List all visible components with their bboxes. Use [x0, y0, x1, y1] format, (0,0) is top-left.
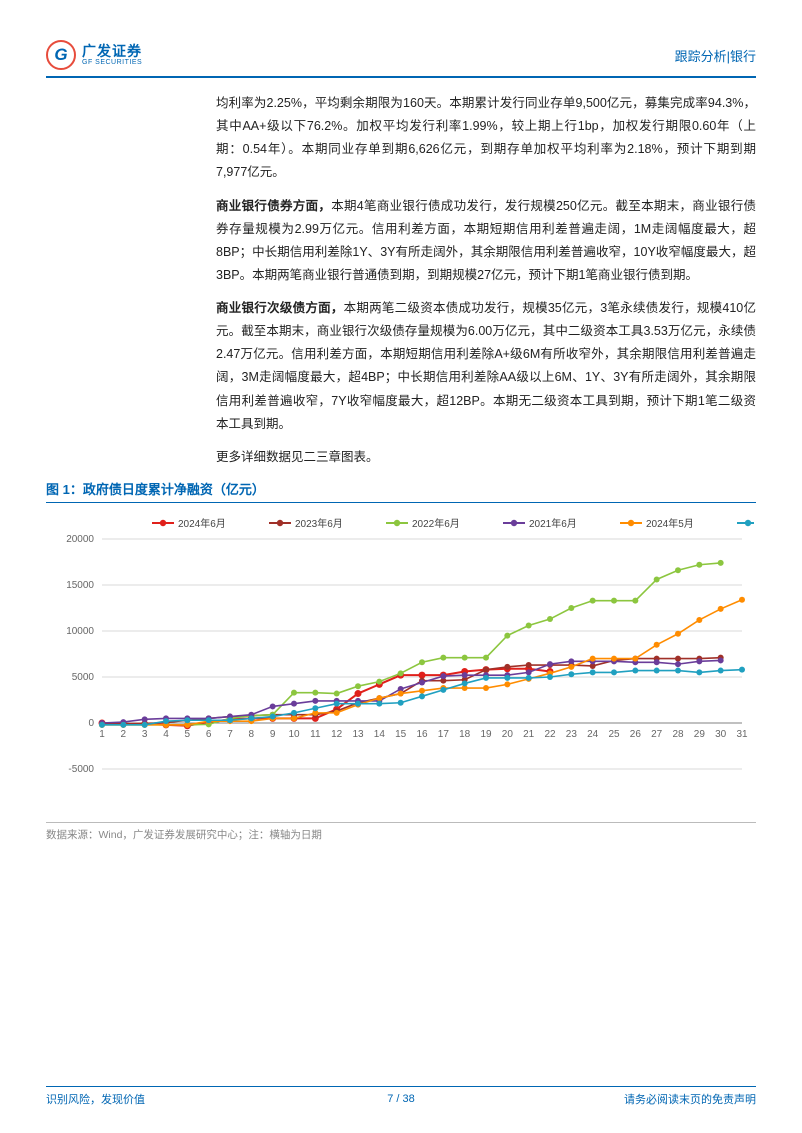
figure-title: 图 1：政府债日度累计净融资（亿元）	[46, 479, 756, 503]
svg-text:13: 13	[352, 729, 364, 740]
logo-cn: 广发证券	[82, 44, 142, 59]
svg-text:3: 3	[142, 729, 148, 740]
svg-text:11: 11	[310, 729, 321, 740]
svg-text:14: 14	[374, 729, 386, 740]
body-text: 均利率为2.25%，平均剩余期限为160天。本期累计发行同业存单9,500亿元，…	[216, 92, 756, 469]
svg-text:25: 25	[608, 729, 620, 740]
page-header: G 广发证券 GF SECURITIES 跟踪分析|银行	[46, 40, 756, 78]
svg-text:18: 18	[459, 729, 471, 740]
svg-text:10000: 10000	[66, 626, 94, 637]
svg-text:2: 2	[121, 729, 127, 740]
page-footer: 识别风险，发现价值 7 / 38 请务必阅读末页的免责声明	[46, 1086, 756, 1107]
svg-text:20: 20	[502, 729, 514, 740]
para-1: 均利率为2.25%，平均剩余期限为160天。本期累计发行同业存单9,500亿元，…	[216, 92, 756, 185]
svg-text:15000: 15000	[66, 580, 94, 591]
svg-text:27: 27	[651, 729, 663, 740]
para-3-bold: 商业银行次级债方面，	[216, 301, 344, 315]
footer-page: 7 / 38	[387, 1093, 415, 1105]
svg-text:0: 0	[88, 718, 94, 729]
svg-text:2024年6月: 2024年6月	[178, 517, 226, 530]
svg-text:5000: 5000	[72, 672, 95, 683]
svg-text:20000: 20000	[66, 534, 94, 545]
svg-text:22: 22	[544, 729, 556, 740]
svg-text:10: 10	[288, 729, 300, 740]
svg-text:12: 12	[331, 729, 343, 740]
svg-text:19: 19	[480, 729, 492, 740]
svg-text:30: 30	[715, 729, 727, 740]
footer-right: 请务必阅读末页的免责声明	[624, 1091, 756, 1107]
chart-container: -500005000100001500020000123456789101112…	[46, 511, 756, 816]
svg-text:9: 9	[270, 729, 276, 740]
para-3-body: 本期两笔二级资本债成功发行，规模35亿元，3笔永续债发行，规模410亿元。截至本…	[216, 301, 756, 431]
para-3: 商业银行次级债方面，本期两笔二级资本债成功发行，规模35亿元，3笔永续债发行，规…	[216, 297, 756, 436]
figure-source: 数据来源：Wind，广发证券发展研究中心；注：横轴为日期	[46, 822, 756, 842]
svg-text:2022年6月: 2022年6月	[412, 517, 460, 530]
svg-text:2021年6月: 2021年6月	[529, 517, 577, 530]
svg-text:26: 26	[630, 729, 642, 740]
header-category: 跟踪分析|银行	[675, 46, 756, 65]
svg-text:6: 6	[206, 729, 212, 740]
svg-text:31: 31	[736, 729, 748, 740]
svg-text:2023年6月: 2023年6月	[295, 517, 343, 530]
svg-text:24: 24	[587, 729, 599, 740]
svg-text:4: 4	[163, 729, 169, 740]
para-2: 商业银行债券方面，本期4笔商业银行债成功发行，发行规模250亿元。截至本期末，商…	[216, 195, 756, 288]
svg-text:29: 29	[694, 729, 706, 740]
svg-text:17: 17	[438, 729, 450, 740]
line-chart: -500005000100001500020000123456789101112…	[46, 511, 754, 811]
logo: G 广发证券 GF SECURITIES	[46, 40, 142, 70]
footer-left: 识别风险，发现价值	[46, 1091, 145, 1107]
svg-text:23: 23	[566, 729, 578, 740]
page-sep: /	[393, 1093, 402, 1105]
svg-text:2024年5月: 2024年5月	[646, 517, 694, 530]
logo-en: GF SECURITIES	[82, 59, 142, 66]
para-4: 更多详细数据见二三章图表。	[216, 446, 756, 469]
svg-text:21: 21	[523, 729, 535, 740]
svg-text:16: 16	[416, 729, 428, 740]
svg-text:5: 5	[185, 729, 191, 740]
svg-text:28: 28	[672, 729, 684, 740]
page-total: 38	[403, 1093, 415, 1105]
logo-mark: G	[46, 40, 76, 70]
logo-letter: G	[54, 45, 67, 65]
svg-text:1: 1	[99, 729, 105, 740]
svg-text:8: 8	[249, 729, 255, 740]
para-2-bold: 商业银行债券方面，	[216, 199, 331, 213]
svg-text:15: 15	[395, 729, 407, 740]
svg-text:7: 7	[227, 729, 233, 740]
svg-text:-5000: -5000	[68, 764, 94, 775]
